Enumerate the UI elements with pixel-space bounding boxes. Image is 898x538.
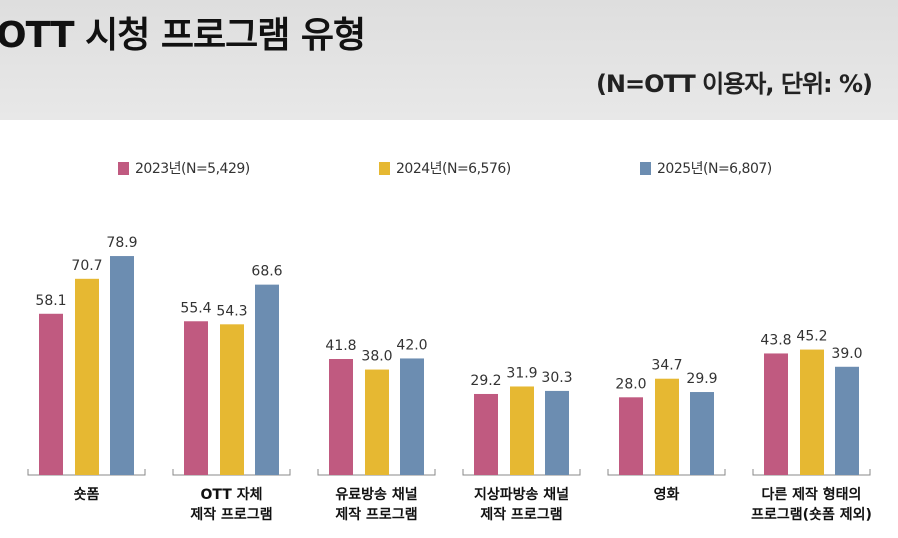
data-label: 58.1 [35,293,66,309]
bar [655,378,679,475]
category-label: 제작 프로그램 [335,506,417,523]
data-label: 29.2 [470,373,501,389]
data-label: 70.7 [71,258,102,274]
bar [800,349,824,475]
bar [365,369,389,475]
bar [75,278,99,475]
legend-label: 2023년(N=5,429) [135,161,250,177]
bar [255,284,279,475]
data-label: 38.0 [361,349,392,365]
data-label: 41.8 [325,338,356,354]
legend-label: 2025년(N=6,807) [657,161,772,177]
category-label: 다른 제작 형태의 [762,486,862,503]
bar [835,366,859,475]
data-label: 39.0 [831,346,862,362]
data-label: 28.0 [615,376,646,392]
legend-swatch [379,161,390,175]
data-label: 45.2 [796,329,827,345]
bar [619,397,643,475]
data-label: 30.3 [541,370,572,386]
legend-item-2023: 2023년(N=5,429) [118,158,250,178]
bar [329,359,353,475]
bar [400,358,424,475]
category-label: OTT 자체 [201,487,263,503]
legend-label: 2024년(N=6,576) [396,161,511,177]
data-label: 78.9 [106,235,137,251]
bar [184,321,208,475]
category-label: 제작 프로그램 [190,506,272,523]
data-label: 31.9 [506,365,537,381]
legend-swatch [118,161,129,175]
bar [110,256,134,475]
bar [220,324,244,475]
header-band: OTT 시청 프로그램 유형 (N=OTT 이용자, 단위: %) [0,0,898,120]
legend-swatch [640,161,651,175]
data-label: 29.9 [686,371,717,387]
data-label: 54.3 [216,303,247,319]
bar [545,390,569,475]
category-label: 유료방송 채널 [335,486,417,503]
legend-item-2024: 2024년(N=6,576) [379,158,511,178]
bar [510,386,534,475]
data-label: 34.7 [651,358,682,374]
data-label: 55.4 [180,300,211,316]
category-label: 영화 [654,486,680,503]
data-label: 68.6 [251,264,282,280]
bar [39,313,63,475]
category-label: 숏폼 [74,487,100,503]
page-title: OTT 시청 프로그램 유형 [0,15,366,56]
data-label: 42.0 [396,337,427,353]
chart-subtitle: (N=OTT 이용자, 단위: %) [595,70,873,98]
data-label: 43.8 [760,332,791,348]
bar [690,392,714,475]
legend-item-2025: 2025년(N=6,807) [640,158,772,178]
category-label: 지상파방송 채널 [474,486,569,503]
category-label: 제작 프로그램 [480,506,562,523]
category-label: 프로그램(숏폼 제외) [751,506,872,523]
bar [474,393,498,475]
bar [764,353,788,475]
